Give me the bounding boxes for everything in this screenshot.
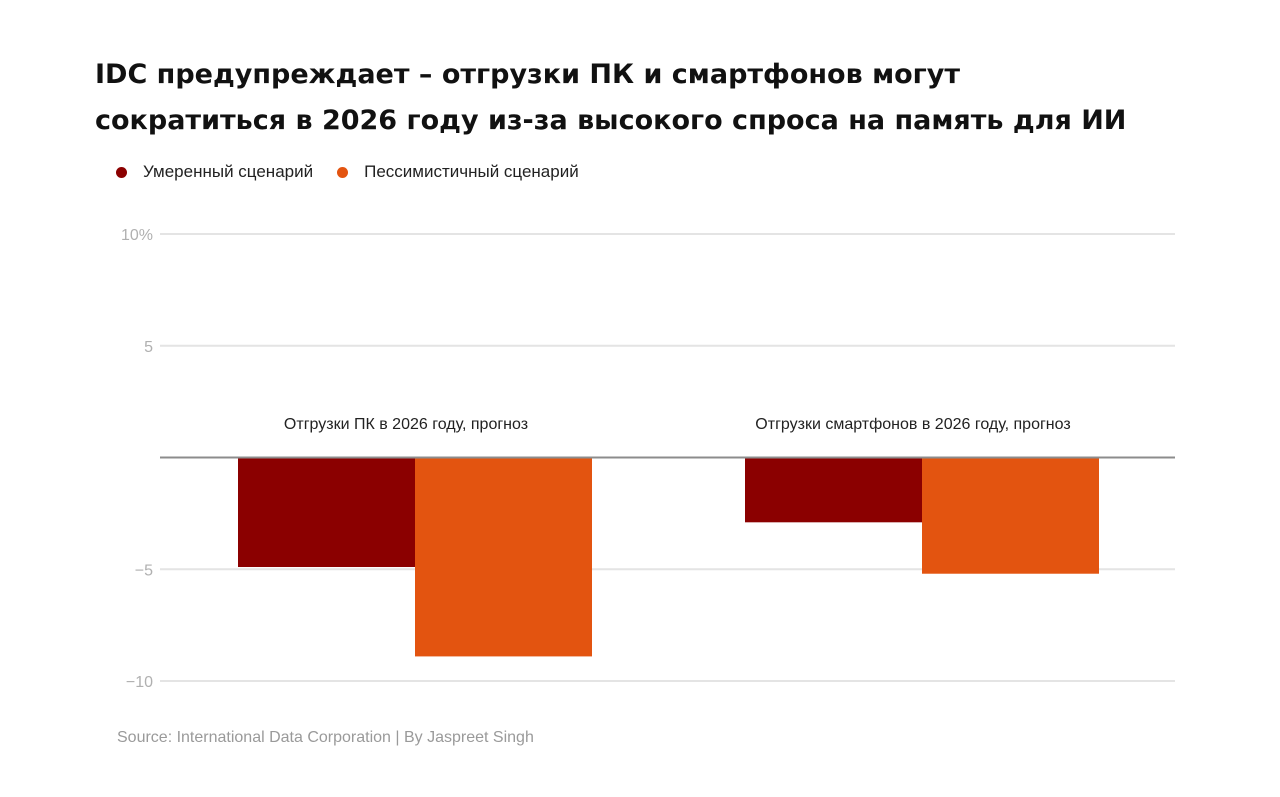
chart-title-line-1: IDC предупреждает – отгрузки ПК и смартф… (95, 59, 961, 90)
category-label: Отгрузки смартфонов в 2026 году, прогноз (755, 416, 1070, 433)
legend-swatch-moderate (116, 166, 127, 178)
legend: Умеренный сценарий Пессимистичный сценар… (116, 162, 603, 182)
y-tick-label: −10 (126, 674, 153, 691)
y-tick-label: 5 (144, 339, 153, 356)
y-tick-label: 10% (121, 227, 153, 244)
legend-label-pessimistic: Пессимистичный сценарий (364, 162, 579, 181)
bar-pessimistic (922, 457, 1099, 574)
source-note: Source: International Data Corporation |… (117, 729, 534, 746)
bar-pessimistic (415, 457, 592, 657)
legend-label-moderate: Умеренный сценарий (143, 162, 314, 181)
bar-moderate (238, 457, 415, 568)
chart-title-line-2: сократиться в 2026 году из-за высокого с… (95, 105, 1127, 136)
legend-swatch-pessimistic (337, 166, 349, 178)
bar-moderate (745, 457, 922, 523)
legend-item-pessimistic: Пессимистичный сценарий (337, 162, 579, 182)
chart-title: IDC предупреждает – отгрузки ПК и смартф… (95, 52, 1195, 144)
category-label: Отгрузки ПК в 2026 году, прогноз (284, 416, 528, 433)
legend-item-moderate: Умеренный сценарий (116, 162, 313, 182)
y-tick-label: −5 (135, 562, 153, 579)
